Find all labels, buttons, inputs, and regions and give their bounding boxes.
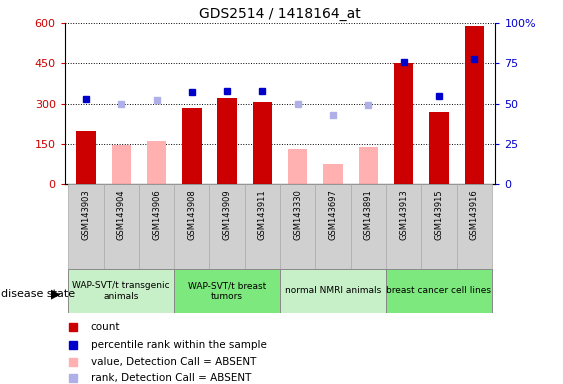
Bar (457, 184, 492, 269)
Text: GSM143697: GSM143697 (329, 189, 338, 240)
Text: GSM143906: GSM143906 (152, 189, 161, 240)
Text: breast cancer cell lines: breast cancer cell lines (386, 286, 491, 295)
Title: GDS2514 / 1418164_at: GDS2514 / 1418164_at (199, 7, 361, 21)
Bar (421, 184, 457, 269)
Bar (68, 184, 104, 269)
Bar (139, 184, 174, 269)
Text: ▶: ▶ (51, 287, 61, 300)
Bar (359, 147, 378, 184)
Bar (323, 164, 343, 184)
Bar (288, 149, 307, 184)
Bar (394, 63, 413, 184)
Bar (464, 26, 484, 184)
Text: GSM143915: GSM143915 (435, 189, 444, 240)
Text: WAP-SVT/t breast
tumors: WAP-SVT/t breast tumors (188, 281, 266, 301)
Bar (147, 141, 166, 184)
Text: WAP-SVT/t transgenic
animals: WAP-SVT/t transgenic animals (73, 281, 170, 301)
Bar (76, 131, 96, 184)
Text: percentile rank within the sample: percentile rank within the sample (91, 339, 266, 349)
Bar (429, 112, 449, 184)
Text: count: count (91, 322, 120, 332)
Bar (253, 101, 272, 184)
Bar (245, 184, 280, 269)
Bar (111, 144, 131, 184)
Bar (280, 269, 386, 313)
Bar (182, 108, 202, 184)
Bar (174, 184, 209, 269)
Text: rank, Detection Call = ABSENT: rank, Detection Call = ABSENT (91, 374, 251, 384)
Text: GSM143904: GSM143904 (117, 189, 126, 240)
Bar (386, 269, 492, 313)
Bar (315, 184, 351, 269)
Text: disease state: disease state (1, 289, 75, 299)
Text: GSM143913: GSM143913 (399, 189, 408, 240)
Text: GSM143916: GSM143916 (470, 189, 479, 240)
Bar (280, 184, 315, 269)
Text: normal NMRI animals: normal NMRI animals (285, 286, 381, 295)
Text: GSM143908: GSM143908 (187, 189, 196, 240)
Text: GSM143891: GSM143891 (364, 189, 373, 240)
Text: GSM143909: GSM143909 (222, 189, 231, 240)
Text: GSM143330: GSM143330 (293, 189, 302, 240)
Bar (104, 184, 139, 269)
Bar (386, 184, 421, 269)
Bar (217, 98, 237, 184)
Text: value, Detection Call = ABSENT: value, Detection Call = ABSENT (91, 357, 256, 367)
Bar (209, 184, 245, 269)
Text: GSM143911: GSM143911 (258, 189, 267, 240)
Bar (351, 184, 386, 269)
Bar (68, 269, 174, 313)
Bar (174, 269, 280, 313)
Text: GSM143903: GSM143903 (82, 189, 91, 240)
